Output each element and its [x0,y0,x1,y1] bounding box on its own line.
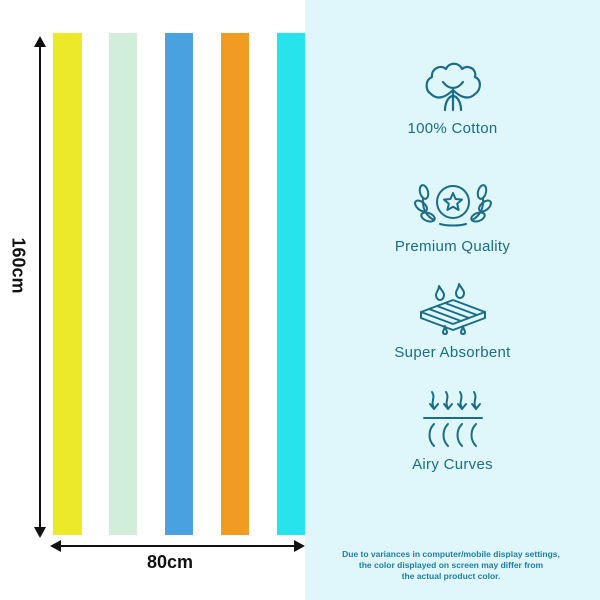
height-dimension-line [39,40,41,530]
towel-stripe-blue [165,33,193,535]
towel-stripe-yellow [53,33,82,535]
arrow-up-icon [34,36,46,47]
towel-stripe-orange [221,33,249,535]
arrow-down-icon [34,527,46,538]
feature-label-premium-quality: Premium Quality [394,238,511,255]
width-dimension-line [55,545,298,547]
towel-stripe-cyan [277,33,305,535]
height-label: 160cm [8,237,29,294]
width-label: 80cm [146,552,194,572]
cotton-icon [425,62,481,112]
feature-cotton: 100% Cotton [305,60,600,137]
feature-airy-curves: Airy Curves [305,388,600,473]
absorbent-icon [419,283,486,335]
towel-image-panel: 160cm 80cm [8,33,305,572]
airflow-icon [422,391,483,447]
feature-premium-quality: Premium Quality [305,172,600,255]
feature-label-airy-curves: Airy Curves [412,456,493,473]
feature-label-cotton: 100% Cotton [407,120,498,137]
feature-super-absorbent: Super Absorbent [305,276,600,361]
color-disclaimer: Due to variances in computer/mobile disp… [342,549,560,581]
quality-star-icon [413,184,492,227]
towel-stripe-mint [109,33,137,535]
arrow-left-icon [50,540,61,552]
arrow-right-icon [294,540,305,552]
feature-label-super-absorbent: Super Absorbent [394,344,511,361]
